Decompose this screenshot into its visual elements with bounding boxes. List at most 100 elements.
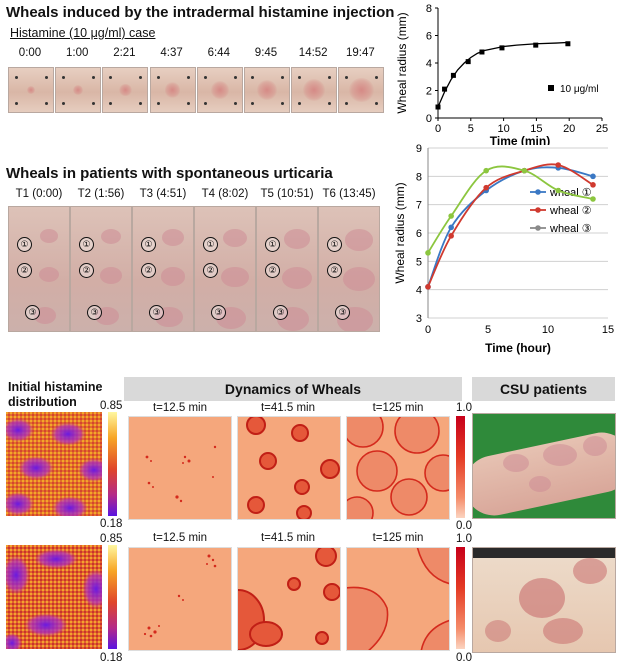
data-point	[483, 184, 489, 191]
legend-marker	[535, 189, 541, 195]
init-cbar-max-1: 0.85	[100, 400, 123, 412]
marker-dot	[45, 102, 48, 105]
wheal-number-marker: ③	[335, 305, 350, 320]
dynamics-header: Dynamics of Wheals	[124, 377, 462, 401]
dyn-cbar-min-2: 0.0	[456, 652, 472, 664]
x-tick-label: 20	[563, 123, 575, 135]
y-tick-label: 8	[426, 3, 432, 15]
dyn-cbar-max-2: 1.0	[456, 533, 472, 545]
marker-dot	[251, 76, 254, 79]
wheal-radius-histamine-chart: 0 5 10 15 20 25 0 2 4 6 8 Time (min) Wheal radius (m…	[395, 3, 608, 145]
wheal-spot	[302, 78, 326, 102]
y-tick-label: 4	[426, 58, 432, 70]
data-point	[442, 86, 448, 92]
row1-time-3: t=125 min	[372, 402, 424, 414]
data-point	[590, 196, 596, 202]
wheal-patch	[283, 229, 311, 249]
marker-dot	[328, 76, 332, 79]
data-point	[448, 233, 454, 239]
y-tick-label: 2	[426, 86, 432, 98]
middle-time-label: T2 (1:56)	[77, 188, 125, 200]
middle-photo: ① ② ③	[318, 206, 380, 332]
marker-dot	[109, 76, 113, 79]
marker-dot	[203, 76, 207, 79]
legend-label: wheal ③	[549, 223, 592, 235]
wheal-spot	[348, 77, 374, 103]
wheal-patch	[160, 267, 186, 286]
wheal-patch	[221, 267, 249, 288]
data-point	[450, 72, 456, 78]
y-tick-label: 0	[426, 113, 432, 125]
top-photo	[102, 67, 149, 113]
row2-time-3: t=125 min	[372, 532, 424, 544]
wheal-number-marker: ①	[203, 237, 218, 252]
y-axis-label: Wheal radius (mm)	[395, 12, 409, 113]
x-tick-label: 15	[530, 123, 542, 135]
wheal-number-marker: ②	[17, 263, 32, 278]
y-tick-label: 4	[416, 285, 422, 297]
row2-time-2: t=41.5 min	[260, 532, 316, 544]
data-point	[435, 104, 441, 110]
wheal-patch	[222, 229, 248, 248]
wheal-spot	[72, 84, 84, 96]
top-photo	[55, 67, 102, 113]
dynamics-colorbar-2	[456, 547, 465, 649]
middle-photo: ① ② ③	[256, 206, 318, 332]
data-point	[555, 162, 561, 168]
marker-dot	[375, 76, 379, 79]
wheal-number-marker: ①	[141, 237, 156, 252]
marker-dot	[186, 102, 190, 105]
middle-time-label: T4 (8:02)	[201, 188, 249, 200]
wheal-number-marker: ②	[203, 263, 218, 278]
marker-dot	[345, 76, 349, 79]
x-axis-label: Time (min)	[490, 134, 550, 145]
row2-time-1: t=12.5 min	[152, 532, 208, 544]
wheal-number-marker: ②	[141, 263, 156, 278]
top-photo	[149, 67, 196, 113]
sim-row1-t12	[128, 416, 232, 520]
middle-photo: ① ② ③	[70, 206, 132, 332]
marker-dot	[62, 76, 66, 79]
wheal-number-marker: ①	[79, 237, 94, 252]
top-time-label: 1:00	[65, 47, 89, 59]
sim-row1-t125	[346, 416, 450, 520]
csu-header: CSU patients	[472, 377, 615, 401]
marker-dot	[92, 102, 96, 105]
row1-time-2: t=41.5 min	[260, 402, 316, 414]
marker-dot	[375, 102, 379, 105]
y-tick-label: 9	[416, 143, 422, 155]
wheal-number-marker: ③	[273, 305, 288, 320]
legend-marker	[548, 85, 554, 91]
marker-dot	[156, 76, 160, 79]
wheal-number-marker: ③	[25, 305, 40, 320]
marker-dot	[92, 76, 96, 79]
initial-distribution-map-2	[6, 545, 102, 649]
sim-row2-t125	[346, 547, 450, 651]
init-cbar-min-1: 0.18	[100, 518, 123, 530]
data-point	[465, 59, 471, 65]
top-photo	[291, 67, 338, 113]
x-axis-label: Time (hour)	[485, 341, 551, 355]
top-time-label: 14:52	[298, 47, 328, 59]
data-point	[479, 49, 485, 55]
marker-dot	[139, 76, 143, 79]
legend-label: wheal ②	[549, 205, 592, 217]
wheal-radius-urticaria-chart: 3 4 5 6 7 8 9 0 5 10 15 Time (hour) Wheal radius (mm…	[393, 143, 614, 355]
y-tick-label: 5	[416, 256, 422, 268]
x-tick-label: 5	[468, 123, 474, 135]
data-point	[590, 173, 596, 180]
top-time-label: 9:45	[254, 47, 278, 59]
top-photo	[8, 67, 54, 113]
wheal-number-marker: ①	[17, 237, 32, 252]
marker-dot	[15, 102, 18, 105]
marker-dot	[298, 76, 302, 79]
data-point	[425, 284, 431, 290]
x-tick-label: 10	[542, 324, 554, 336]
marker-dot	[62, 102, 66, 105]
initial-distribution-title: Initial histamine distribution	[8, 380, 102, 410]
middle-time-label: T1 (0:00)	[15, 188, 63, 200]
wheal-number-marker: ②	[79, 263, 94, 278]
x-tick-label: 25	[596, 123, 608, 135]
marker-dot	[109, 102, 113, 105]
y-tick-label: 3	[416, 313, 422, 325]
